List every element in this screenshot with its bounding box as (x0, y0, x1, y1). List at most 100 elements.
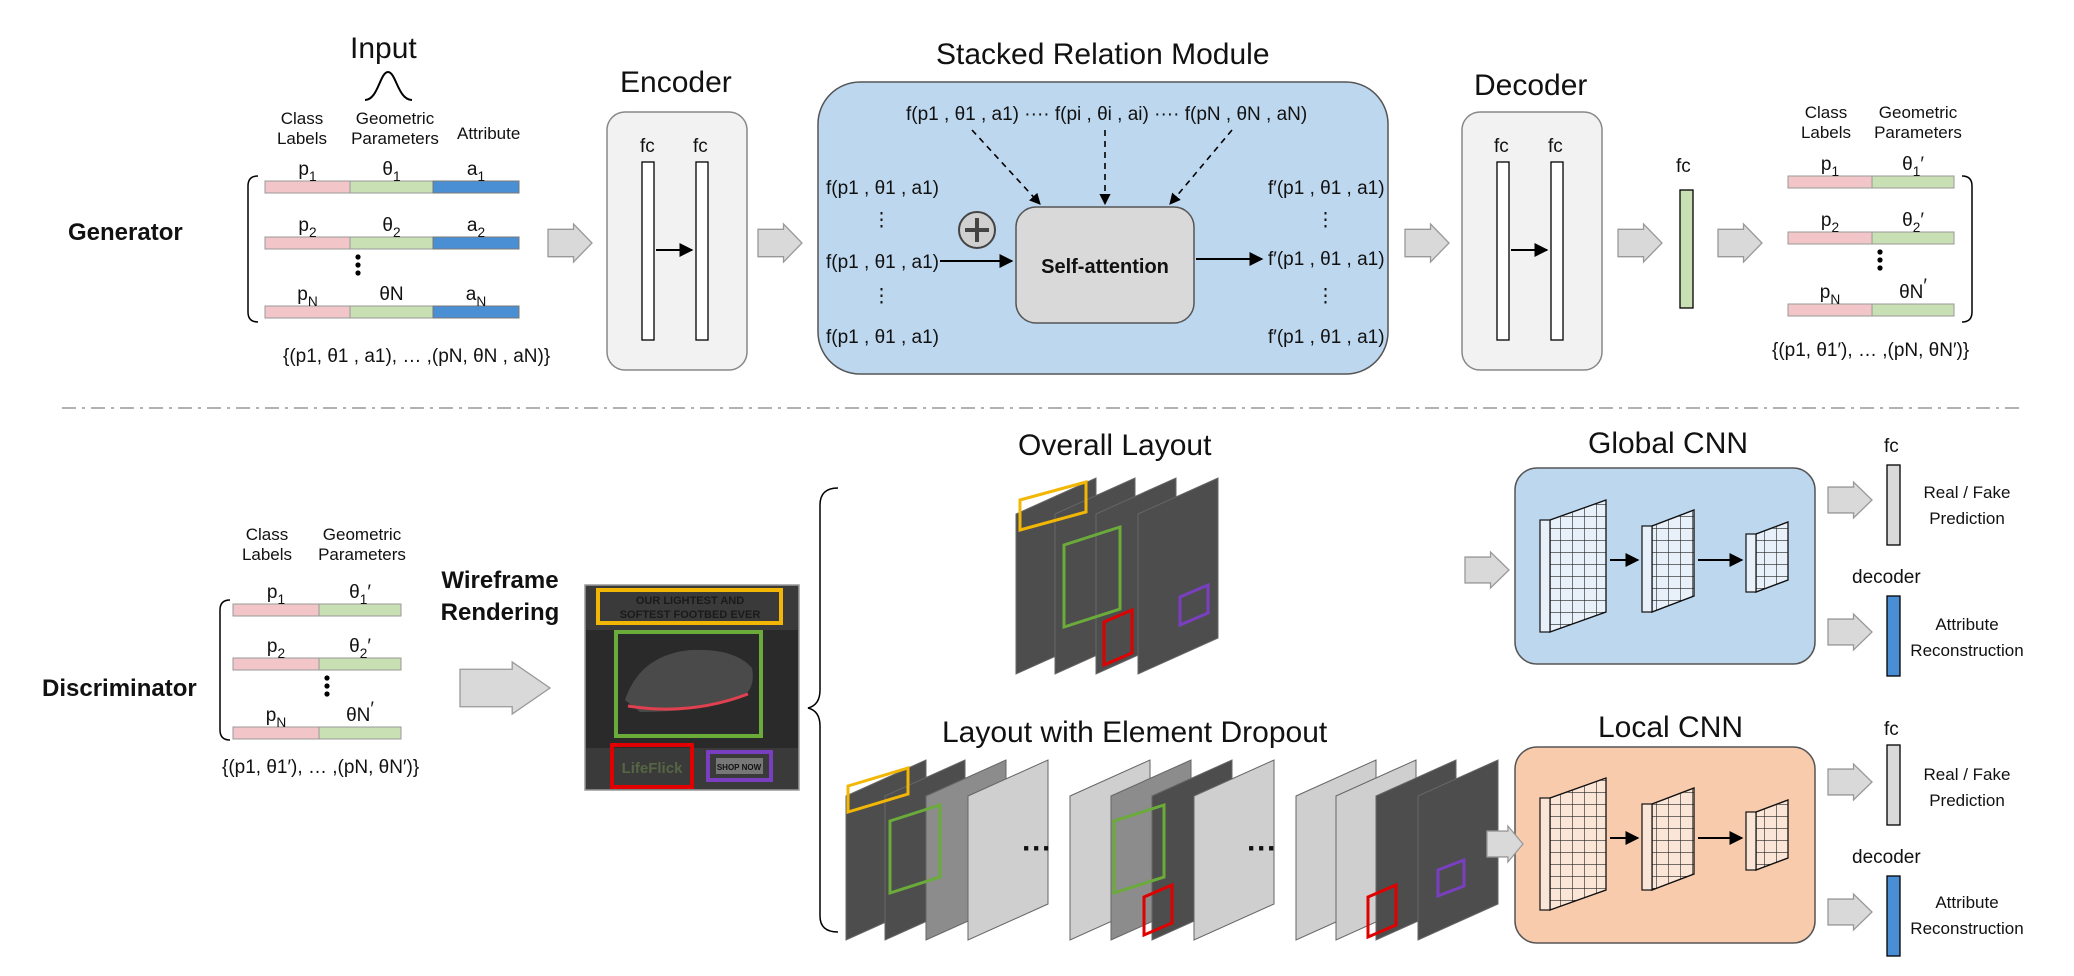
attribute-value: aN (466, 284, 486, 309)
feature-map-edge (1641, 525, 1653, 613)
disc-set-formula: {(p1, θ1′), … ,(pN, θN′)} (222, 757, 419, 778)
class-label-cell (232, 603, 320, 617)
output-class-labels: Class Labels (1801, 103, 1851, 142)
input-title: Input (350, 32, 417, 65)
relation-left-item-1: f(p1 , θ1 , a1) (826, 178, 939, 199)
symbol: a (467, 215, 478, 236)
attribute-value: a1 (467, 159, 485, 184)
output-geometric-parameters: Geometric Parameters (1874, 103, 1962, 142)
class-label-cell (1787, 231, 1873, 245)
class-label-value: p1 (267, 582, 285, 607)
ad-headline-line1: OUR LIGHTEST AND (636, 595, 744, 607)
generator-fc-label: fc (1676, 156, 1691, 177)
text-line: Labels (277, 129, 327, 148)
feature-map-edge (1745, 533, 1757, 593)
text-line: Geometric (356, 109, 435, 128)
gaussian-icon (364, 70, 413, 101)
decoder-title: Decoder (1474, 69, 1587, 102)
discriminator-flow-arrows (459, 480, 1873, 932)
symbol: θN (346, 705, 370, 726)
geometric-cell (1871, 303, 1955, 317)
text-line: Geometric (323, 525, 402, 544)
feature-map-edge (1539, 797, 1551, 911)
generator-flow-arrows (547, 222, 1763, 264)
disc-input-bracket (219, 599, 231, 741)
relation-right-vdots-2: ⋮ (1316, 286, 1335, 307)
prime: ′ (370, 699, 374, 720)
class-label-value: p2 (1821, 210, 1839, 235)
symbol: θ (349, 582, 360, 603)
geometric-cell (318, 657, 402, 671)
prime: ′ (1923, 276, 1927, 297)
subscript: 2 (477, 225, 485, 240)
geometric-value: θ1 (382, 159, 400, 184)
subscript: N (1830, 292, 1840, 307)
element-outline (1436, 857, 1466, 899)
decoder-box (1461, 111, 1603, 371)
text-line: Class (281, 109, 324, 128)
decoder-fc1: fc (1494, 136, 1509, 157)
geometric-cell (1871, 231, 1955, 245)
element-outline (1366, 882, 1398, 940)
class-label-cell (232, 657, 320, 671)
dashed-arrow-1 (971, 129, 1041, 205)
dropout-ellipsis-1: ··· (1022, 832, 1052, 865)
geometric-value: θ2′ (1902, 210, 1924, 235)
ad-cta-box (706, 750, 773, 782)
attribute-cell (432, 236, 520, 250)
text-line: Real / Fake (1924, 765, 2011, 784)
local-decoder-bar (1886, 875, 1901, 957)
geometric-value: θN′ (1899, 276, 1927, 303)
geometric-value: θ2′ (349, 636, 371, 661)
symbol: p (1821, 154, 1832, 175)
shoe-sole (627, 692, 749, 711)
text-line: Wireframe (441, 567, 558, 594)
vdots-icon (355, 262, 361, 268)
feature-map-grid (1651, 787, 1695, 891)
input-bracket (247, 175, 259, 323)
local-real-fake-label: Real / Fake Prediction (1924, 765, 2011, 810)
global-real-fake-label: Real / Fake Prediction (1924, 483, 2011, 528)
relation-right-item-1: f′(p1 , θ1 , a1) (1268, 178, 1385, 199)
local-fc-bar (1886, 744, 1901, 826)
relation-left-item-2: f(p1 , θ1 , a1) (826, 252, 939, 273)
self-attention-label: Self-attention (1041, 256, 1169, 278)
ad-cta-text: SHOP NOW (717, 763, 762, 772)
subscript: 2 (309, 225, 317, 240)
block-arrow-icon (1404, 222, 1450, 264)
symbol: p (297, 284, 308, 305)
element-outline (1062, 524, 1122, 630)
prime: ′ (367, 636, 371, 657)
global-decoder-label: decoder (1852, 567, 1921, 588)
ad-logo-text: LifeFlick (622, 760, 684, 777)
input-class-labels: Class Labels (277, 109, 327, 148)
symbol: p (267, 636, 278, 657)
layout-brace (807, 487, 839, 933)
symbol: θ (1902, 154, 1913, 175)
disc-geometric-parameters: Geometric Parameters (318, 525, 406, 564)
subscript: 2 (1913, 220, 1921, 235)
text-line: Reconstruction (1910, 641, 2023, 660)
block-arrow-icon (1464, 550, 1510, 590)
geometric-value: θ1′ (349, 582, 371, 607)
discriminator-label: Discriminator (42, 675, 197, 702)
local-cnn-title: Local CNN (1598, 711, 1743, 744)
feature-map-grid (1755, 521, 1789, 593)
global-fc-label: fc (1884, 436, 1899, 457)
layout-layer (1137, 477, 1219, 675)
wireframe-rendering-label: Wireframe Rendering (441, 567, 560, 626)
subscript: N (476, 294, 486, 309)
block-arrow-icon (1486, 824, 1524, 864)
subscript: 1 (309, 169, 317, 184)
geometric-value: θ1′ (1902, 154, 1924, 179)
generator-label: Generator (68, 219, 183, 246)
decoder-fc2: fc (1548, 136, 1563, 157)
symbol: p (267, 582, 278, 603)
attribute-cell (432, 180, 520, 194)
class-label-value: p2 (298, 215, 316, 240)
local-fc-label: fc (1884, 719, 1899, 740)
vdots-icon (355, 270, 361, 276)
symbol: θ (382, 215, 393, 236)
decoder-fc2-bar (1550, 161, 1564, 341)
